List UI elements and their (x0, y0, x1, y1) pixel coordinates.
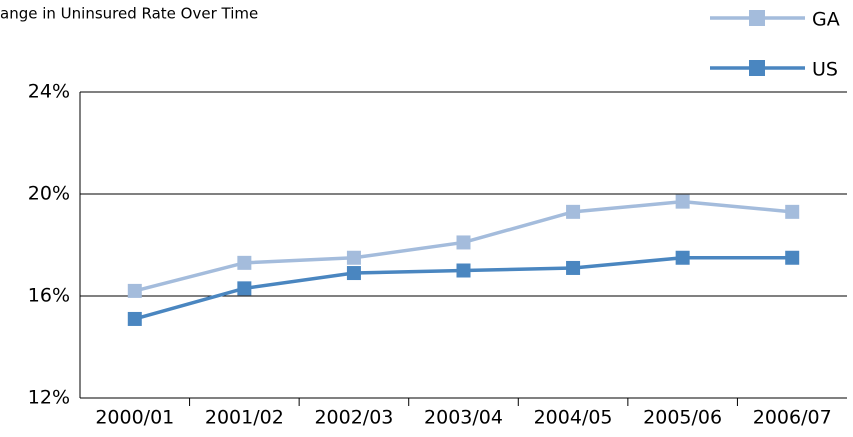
data-point (456, 235, 471, 250)
legend-label: US (812, 59, 838, 81)
data-point (346, 266, 361, 281)
data-point (785, 250, 800, 265)
x-tick-label: 2005/06 (643, 407, 722, 429)
data-point (127, 283, 142, 298)
y-tick-label: 24% (28, 81, 70, 103)
chart-title: ange in Uninsured Rate Over Time (0, 5, 258, 23)
data-point (237, 281, 252, 296)
legend-marker (749, 10, 765, 26)
x-tick-label: 2006/07 (753, 407, 832, 429)
x-tick-label: 2001/02 (205, 407, 284, 429)
data-point (346, 250, 361, 265)
data-point (675, 194, 690, 209)
data-point (566, 260, 581, 275)
data-point (785, 204, 800, 219)
y-tick-label: 20% (28, 183, 70, 205)
data-point (237, 255, 252, 270)
y-tick-label: 16% (28, 285, 70, 307)
data-point (456, 263, 471, 278)
legend-marker (749, 60, 765, 76)
x-tick-label: 2002/03 (314, 407, 393, 429)
data-point (566, 204, 581, 219)
legend-label: GA (812, 9, 840, 31)
y-tick-label: 12% (28, 387, 70, 409)
x-tick-label: 2000/01 (95, 407, 174, 429)
x-tick-label: 2004/05 (534, 407, 613, 429)
x-tick-label: 2003/04 (424, 407, 503, 429)
data-point (675, 250, 690, 265)
data-point (127, 311, 142, 326)
